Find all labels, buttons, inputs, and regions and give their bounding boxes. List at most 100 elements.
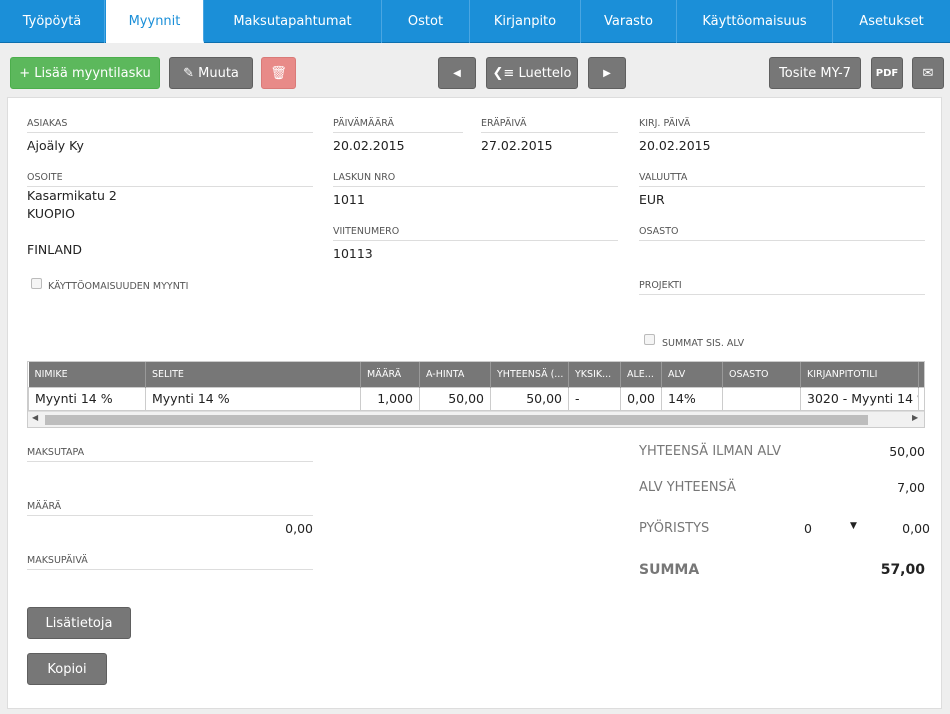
field-value[interactable]: Kasarmikatu 2 xyxy=(27,188,117,203)
field-label[interactable]: MAKSUPÄIVÄ xyxy=(27,555,313,570)
table-cell[interactable]: 1,000 xyxy=(360,386,420,411)
table-cell[interactable]: 3020 - Myynti 14 % xyxy=(800,386,919,411)
button-label: Kopioi xyxy=(47,662,87,677)
field-label: KIRJ. PÄIVÄ xyxy=(639,118,925,133)
field-value[interactable]: 0,00 xyxy=(285,521,313,536)
field-label[interactable]: MAKSUTAPA xyxy=(27,447,313,462)
checkbox-label: KÄYTTÖOMAISUUDEN MYYNTI xyxy=(48,281,189,292)
field-value[interactable]: KUOPIO xyxy=(27,206,75,221)
field-label: MÄÄRÄ xyxy=(27,501,313,516)
button-label: Muuta xyxy=(198,66,239,81)
lines-table: NIMIKE SELITE MÄÄRÄ A-HINTA YHTEENSÄ (..… xyxy=(28,362,924,411)
total-value: 0,00 xyxy=(902,521,930,536)
nav-tab[interactable]: Myynnit xyxy=(106,0,204,43)
nav-tab[interactable]: Asetukset xyxy=(833,0,950,43)
field-value[interactable]: 20.02.2015 xyxy=(333,138,405,153)
button-label: Lisätietoja xyxy=(45,616,113,631)
column-header: ALV xyxy=(661,362,723,387)
scroll-left[interactable]: ◀ xyxy=(32,413,39,422)
field-label: LASKUN NRO xyxy=(333,172,618,187)
nav-tab[interactable]: Kirjanpito xyxy=(470,0,581,43)
button-label: Luettelo xyxy=(518,66,572,81)
checkbox[interactable] xyxy=(31,278,42,289)
mail-button[interactable]: ✉ xyxy=(912,57,944,89)
scrollbar[interactable]: ◀ ▶ xyxy=(28,411,924,427)
nav-tab[interactable]: Varasto xyxy=(581,0,677,43)
table-cell[interactable]: 50,00 xyxy=(419,386,491,411)
field-label: ASIAKAS xyxy=(27,118,313,133)
tab-label: Myynnit xyxy=(128,14,181,29)
nav-tab[interactable]: Ostot xyxy=(382,0,470,43)
nav-tab[interactable]: Maksutapahtumat xyxy=(204,0,382,43)
column-header: OSASTO xyxy=(722,362,801,387)
table-cell[interactable]: Myynti 14 % xyxy=(28,386,146,411)
table-cell[interactable]: 14% xyxy=(661,386,723,411)
table-cell xyxy=(918,386,924,411)
nav-tab[interactable]: Käyttöomaisuus xyxy=(677,0,833,43)
list-button[interactable]: ❮≡ Luettelo xyxy=(486,57,578,89)
copy-button[interactable]: Kopioi xyxy=(27,653,107,685)
next-button[interactable]: ▶ xyxy=(588,57,626,89)
nav-tab[interactable]: Työpöytä xyxy=(0,0,105,43)
column-header xyxy=(918,362,924,387)
field-label: VALUUTTA xyxy=(639,172,925,187)
pdf-button[interactable]: PDF xyxy=(871,57,903,89)
tab-label: Käyttöomaisuus xyxy=(702,14,807,29)
field-label: VIITENUMERO xyxy=(333,226,618,241)
field-label: PÄIVÄMÄÄRÄ xyxy=(333,118,463,133)
field-label[interactable]: OSASTO xyxy=(639,226,925,241)
field-value[interactable]: Ajoäly Ky xyxy=(27,138,84,153)
button-label: Lisää myyntilasku xyxy=(34,66,151,81)
edit-button[interactable]: ✎ Muuta xyxy=(169,57,253,89)
field-label: OSOITE xyxy=(27,172,313,187)
table-row: Myynti 14 % Myynti 14 % 1,000 50,00 50,0… xyxy=(28,386,924,411)
column-header: SELITE xyxy=(145,362,361,387)
field-label: ERÄPÄIVÄ xyxy=(481,118,618,133)
total-value: 57,00 xyxy=(880,562,925,578)
column-header: KIRJANPITOTILI xyxy=(800,362,919,387)
table-cell[interactable]: 50,00 xyxy=(490,386,569,411)
delete-button[interactable]: 🗑 xyxy=(261,57,296,89)
field-value[interactable]: 27.02.2015 xyxy=(481,138,553,153)
column-header: YHTEENSÄ (... xyxy=(490,362,569,387)
column-header: NIMIKE xyxy=(28,362,146,387)
field-label[interactable]: PROJEKTI xyxy=(639,280,925,295)
table-header: NIMIKE SELITE MÄÄRÄ A-HINTA YHTEENSÄ (..… xyxy=(28,362,924,387)
total-value: 50,00 xyxy=(889,444,925,459)
tab-label: Asetukset xyxy=(859,14,924,29)
table-cell[interactable]: - xyxy=(568,386,621,411)
field-value[interactable]: FINLAND xyxy=(27,242,83,257)
lines-table-wrap: NIMIKE SELITE MÄÄRÄ A-HINTA YHTEENSÄ (..… xyxy=(27,361,925,428)
column-header: MÄÄRÄ xyxy=(360,362,420,387)
field-value[interactable]: 1011 xyxy=(333,192,365,207)
tab-label: Maksutapahtumat xyxy=(233,14,352,29)
total-label: PYÖRISTYS xyxy=(639,521,710,536)
rounding-select[interactable]: 0 xyxy=(804,521,812,536)
checkbox-label: SUMMAT SIS. ALV xyxy=(662,338,745,349)
scroll-right[interactable]: ▶ xyxy=(912,413,919,422)
voucher-button[interactable]: Tosite MY-7 xyxy=(769,57,861,89)
table-cell[interactable] xyxy=(722,386,801,411)
field-value[interactable]: 10113 xyxy=(333,246,373,261)
field-value[interactable]: 20.02.2015 xyxy=(639,138,711,153)
tab-label: Varasto xyxy=(604,14,653,29)
column-header: YKSIK... xyxy=(568,362,621,387)
table-cell[interactable]: 0,00 xyxy=(620,386,662,411)
nav-bar: Työpöytä Myynnit Maksutapahtumat Ostot K… xyxy=(0,0,950,43)
button-label: Tosite MY-7 xyxy=(779,66,851,81)
checkbox[interactable] xyxy=(644,334,655,345)
button-label: PDF xyxy=(875,68,899,79)
total-label: SUMMA xyxy=(639,562,700,578)
select-arrow[interactable]: ▼ xyxy=(850,521,857,531)
field-value[interactable]: EUR xyxy=(639,192,665,207)
column-header: A-HINTA xyxy=(419,362,491,387)
scroll-thumb[interactable] xyxy=(45,415,868,425)
prev-button[interactable]: ◀ xyxy=(438,57,476,89)
table-cell[interactable]: Myynti 14 % xyxy=(145,386,361,411)
tab-label: Ostot xyxy=(407,14,444,29)
column-header: ALE... xyxy=(620,362,662,387)
add-button[interactable]: + Lisää myyntilasku xyxy=(10,57,160,89)
details-button[interactable]: Lisätietoja xyxy=(27,607,131,639)
